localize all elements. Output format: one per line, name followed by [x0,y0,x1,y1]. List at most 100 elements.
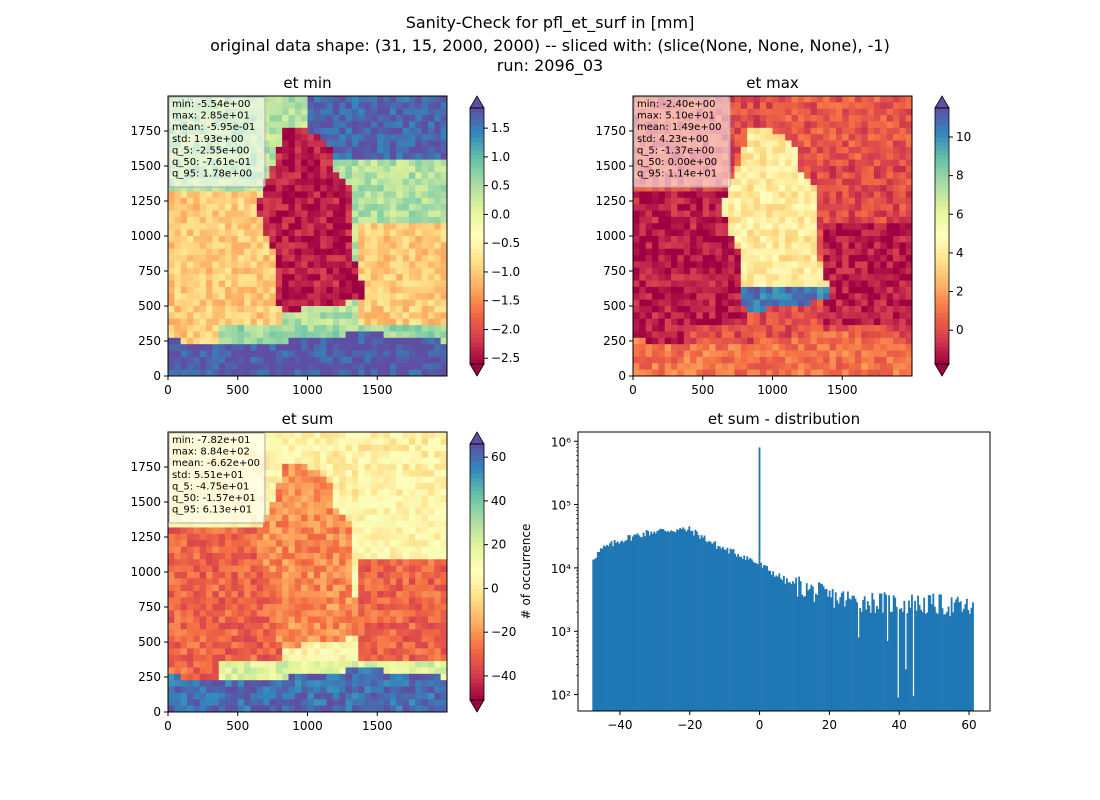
heatmap-cell [269,248,277,256]
colorbar-segment [470,329,484,335]
heatmap-cell [861,293,869,301]
heatmap-cell [408,102,416,110]
heatmap-cell [339,299,346,307]
heatmap-cell [645,210,653,218]
heatmap-cell [427,248,435,256]
heatmap-cell [740,318,748,326]
heatmap-cell [351,134,359,141]
heatmap-cell [434,204,442,211]
heatmap-cell [766,115,773,122]
heatmap-cell [753,299,761,307]
heatmap-cell [263,236,270,243]
heatmap-cell [791,223,799,231]
heatmap-cell [402,102,410,110]
heatmap-cell [778,210,786,218]
heatmap-cell [702,363,710,371]
colorbar-segment [935,329,949,335]
heatmap-cell [294,306,302,313]
heatmap-cell [313,312,321,320]
heatmap-cell [212,318,220,326]
heatmap-cell [854,350,862,358]
heatmap-cell [886,166,894,173]
heatmap-cell [383,223,391,231]
heatmap-cell [823,306,830,313]
heatmap-cell [174,248,182,256]
heatmap-cell [231,248,239,256]
heatmap-cell [892,121,900,129]
heatmap-cell [377,451,384,458]
heatmap-cell [721,325,729,332]
heatmap-cell [275,166,283,173]
heatmap-cell [778,102,786,110]
heatmap-cell [263,204,270,211]
heatmap-cell [313,115,321,122]
heatmap-cell [345,444,353,452]
heatmap-cell [696,312,704,320]
heatmap-cell [829,121,837,129]
heatmap-cell [791,325,799,332]
heatmap-cell [269,350,277,358]
heatmap-cell [702,242,710,250]
heatmap-cell [396,451,404,458]
heatmap-cell [370,533,378,541]
heatmap-cell [740,261,748,269]
heatmap-cell [772,115,780,122]
heatmap-cell [377,255,384,262]
heatmap-cell [389,432,397,439]
heatmap-cell [797,369,805,377]
heatmap-cell [854,223,862,231]
heatmap-cell [810,331,818,339]
heatmap-cell [823,248,830,256]
heatmap-cell [231,274,239,281]
heatmap-cell [320,108,327,116]
heatmap-cell [867,356,875,364]
heatmap-cell [715,369,723,377]
heatmap-cell [332,134,340,141]
y-tick-label: 1750 [595,124,626,138]
heatmap-cell [187,559,194,567]
heatmap-cell [810,242,818,250]
heatmap-cell [282,552,289,560]
heatmap-cell [696,185,704,192]
heatmap-cell [256,248,264,256]
heatmap-cell [785,331,792,339]
heatmap-cell [288,331,296,339]
heatmap-cell [842,153,849,161]
heatmap-cell [766,267,773,275]
heatmap-cell [345,299,353,307]
heatmap-cell [370,178,378,186]
heatmap-cell [899,356,907,364]
heatmap-cell [804,229,811,237]
heatmap-cell [905,236,913,243]
heatmap-cell [332,318,340,326]
heatmap-cell [690,280,697,288]
heatmap-cell [677,318,685,326]
heatmap-cell [174,261,182,269]
heatmap-cell [275,369,283,377]
heatmap-cell [263,438,270,446]
heatmap-cell [263,191,270,199]
heatmap-cell [415,127,423,135]
heatmap-cell [396,248,404,256]
heatmap-cell [829,140,837,148]
heatmap-cell [174,210,182,218]
heatmap-cell [332,312,340,320]
heatmap-cell [753,204,761,211]
heatmap-cell [734,236,742,243]
heatmap-cell [899,306,907,313]
heatmap-cell [351,470,359,477]
heatmap-cell [307,229,315,237]
heatmap-cell [772,159,780,167]
heatmap-cell [728,229,735,237]
heatmap-cell [263,267,270,275]
heatmap-cell [301,438,308,446]
heatmap-cell [294,457,302,465]
heatmap-cell [427,108,435,116]
heatmap-cell [880,242,888,250]
heatmap-cell [867,274,875,281]
heatmap-cell [854,115,862,122]
heatmap-cell [645,344,653,351]
heatmap-cell [427,178,435,186]
heatmap-cell [269,470,277,477]
heatmap-cell [351,267,359,275]
